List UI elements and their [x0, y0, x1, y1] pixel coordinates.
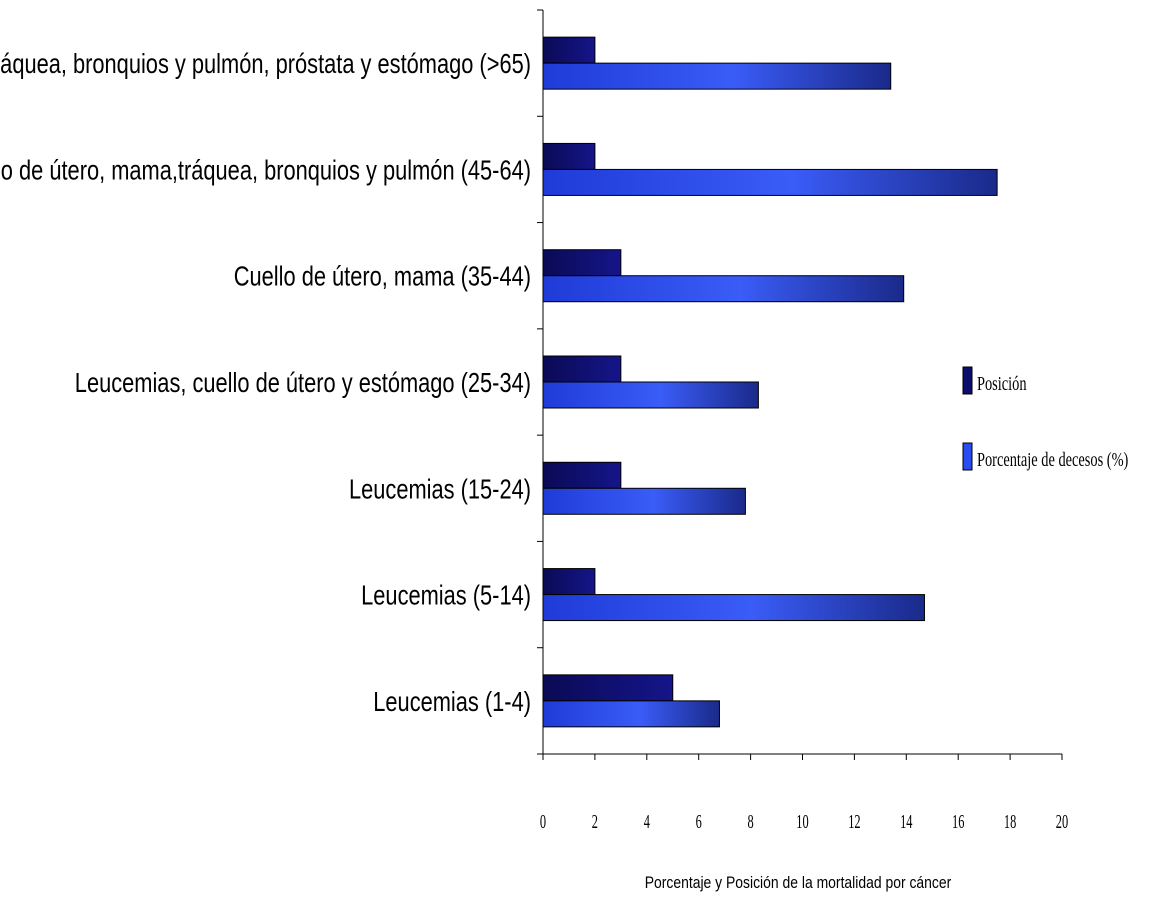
- category-label: Cuello de útero, mama (35-44): [234, 261, 531, 292]
- x-tick-label: 14: [900, 810, 913, 833]
- legend-swatch-posicion: [962, 366, 973, 395]
- legend: Posición Porcentaje de decesos (%): [962, 366, 1129, 471]
- bar-porcentaje: [542, 487, 746, 515]
- bar-posicion: [542, 36, 596, 64]
- x-axis-title: Porcentaje y Posición de la mortalidad p…: [645, 874, 952, 893]
- x-tick-label: 12: [848, 810, 860, 833]
- bar-posicion: [542, 355, 622, 383]
- category-label: Leucemias, cuello de útero y estómago (2…: [75, 367, 531, 398]
- x-tick-labels: 0 2 4 6 8 10 12 14 16 18 20: [540, 810, 1068, 833]
- category-label: Tráquea, bronquios y pulmón, próstata y …: [0, 49, 531, 80]
- legend-swatch-porcentaje: [962, 442, 973, 471]
- legend-label-posicion: Posición: [977, 372, 1027, 395]
- category-labels: Tráquea, bronquios y pulmón, próstata y …: [0, 49, 531, 718]
- bar-porcentaje: [542, 700, 720, 728]
- category-label: Cuello de útero, mama,tráquea, bronquios…: [0, 155, 531, 186]
- category-label: Leucemias (5-14): [361, 580, 531, 611]
- legend-label-porcentaje: Porcentaje de decesos (%): [977, 448, 1129, 471]
- x-tick-label: 0: [540, 810, 546, 833]
- x-tick-label: 16: [952, 810, 964, 833]
- category-label: Leucemias (15-24): [349, 474, 531, 505]
- x-tick-label: 8: [748, 810, 754, 833]
- bar-posicion: [542, 142, 596, 170]
- bars: [542, 36, 998, 728]
- x-tick-label: 10: [796, 810, 808, 833]
- bar-posicion: [542, 249, 622, 277]
- category-label: Leucemias (1-4): [373, 686, 531, 717]
- x-tick-label: 2: [592, 810, 598, 833]
- bar-porcentaje: [542, 275, 905, 303]
- x-tick-label: 20: [1056, 810, 1068, 833]
- x-tick-label: 6: [696, 810, 702, 833]
- bar-porcentaje: [542, 168, 998, 196]
- bar-posicion: [542, 674, 674, 702]
- x-tick-label: 4: [644, 810, 651, 833]
- bar-posicion: [542, 568, 596, 596]
- bar-porcentaje: [542, 594, 925, 622]
- bar-posicion: [542, 461, 622, 489]
- bar-porcentaje: [542, 381, 759, 409]
- x-tick-label: 18: [1004, 810, 1016, 833]
- bar-porcentaje: [542, 62, 892, 90]
